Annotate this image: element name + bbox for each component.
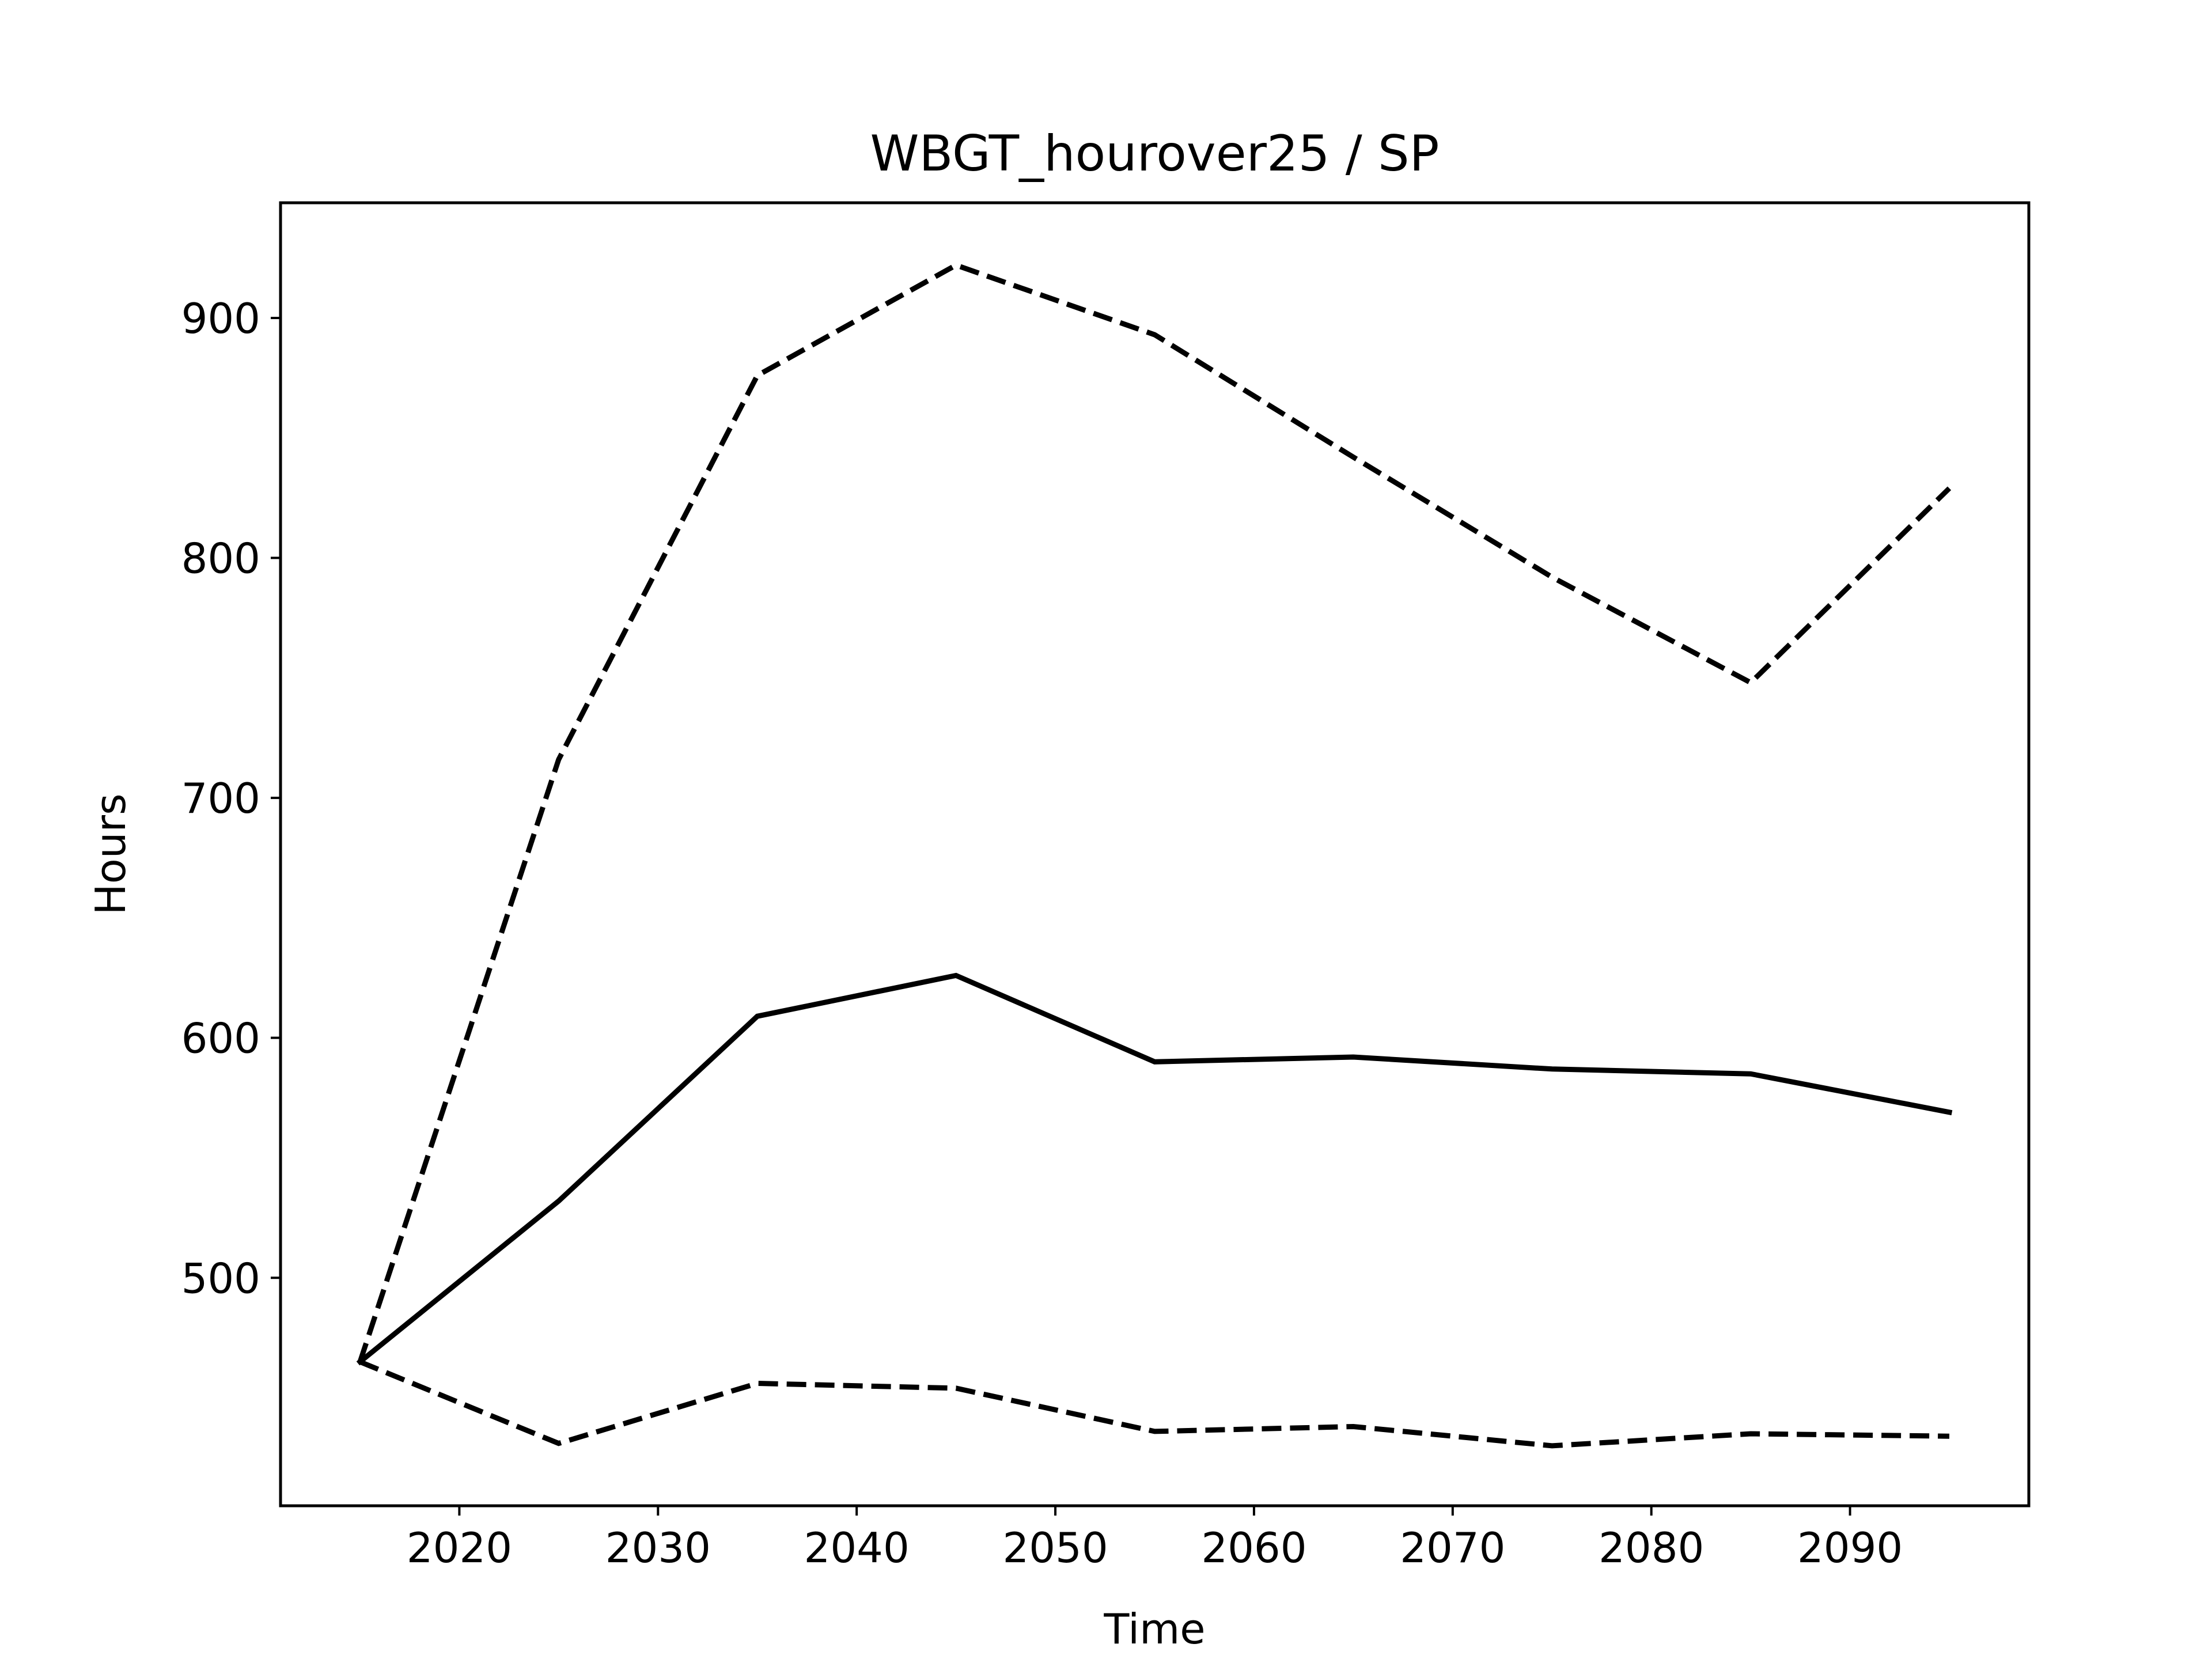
x-axis-label: Time <box>1103 1605 1205 1653</box>
series-line-1 <box>357 262 1952 1363</box>
x-tick-label: 2070 <box>1400 1524 1505 1572</box>
x-tick-label: 2040 <box>804 1524 910 1572</box>
y-tick-label: 900 <box>181 294 260 343</box>
series-line-3 <box>359 1359 1950 1449</box>
x-tick-label: 2030 <box>605 1524 711 1572</box>
axis-layer: 2020 2030 2040 2050 2060 2070 2080 2090 500 600 70… <box>181 294 1903 1572</box>
x-tick-label: 2090 <box>1797 1524 1903 1572</box>
x-tick-label: 2060 <box>1201 1524 1306 1572</box>
series-layer <box>356 262 1953 1449</box>
chart-title: WBGT_hourover25 / SP <box>870 125 1439 183</box>
y-tick-label: 700 <box>181 774 260 823</box>
y-tick-label: 800 <box>181 535 260 583</box>
x-tick-label: 2080 <box>1599 1524 1704 1572</box>
x-tick-label: 2020 <box>407 1524 512 1572</box>
y-tick-label: 500 <box>181 1254 260 1302</box>
series-line-2 <box>356 972 1953 1366</box>
plot-frame <box>279 201 2031 1508</box>
y-tick-label: 600 <box>181 1014 260 1063</box>
x-tick-label: 2050 <box>1002 1524 1108 1572</box>
y-axis-label: Hours <box>86 794 135 915</box>
